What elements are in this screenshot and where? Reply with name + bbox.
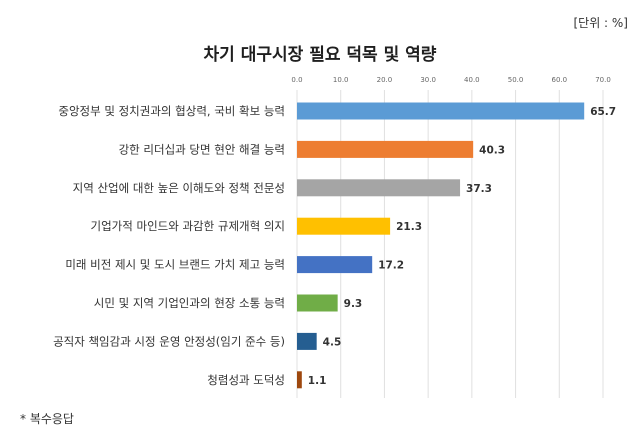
data-label: 21.3	[396, 221, 422, 233]
category-label: 공직자 책임감과 시정 운영 안정성(임기 준수 등)	[53, 334, 285, 348]
bar	[297, 256, 373, 274]
tick-label: 70.0	[595, 76, 611, 84]
category-label: 중앙정부 및 정치권과의 협상력, 국비 확보 능력	[58, 104, 285, 118]
category-label: 청렴성과 도덕성	[207, 373, 285, 387]
category-label: 미래 비전 제시 및 도시 브랜드 가치 제고 능력	[65, 258, 285, 272]
unit-label: [단위 : %]	[573, 16, 628, 30]
tick-label: 30.0	[420, 76, 436, 84]
category-label: 기업가적 마인드와 과감한 규제개혁 의지	[91, 219, 285, 233]
category-label: 시민 및 지역 기업인과의 현장 소통 능력	[94, 296, 285, 310]
tick-label: 50.0	[508, 76, 524, 84]
bar	[297, 179, 461, 197]
chart-title: 차기 대구시장 필요 덕목 및 역량	[203, 45, 437, 65]
category-label: 강한 리더십과 당면 현안 해결 능력	[119, 142, 285, 156]
footnote: * 복수응답	[20, 412, 74, 426]
data-label: 9.3	[344, 298, 363, 310]
bar	[297, 294, 338, 312]
data-label: 1.1	[308, 375, 327, 387]
bar	[297, 140, 474, 158]
tick-label: 20.0	[377, 76, 393, 84]
data-label: 40.3	[479, 144, 505, 156]
bar	[297, 332, 317, 350]
tick-label: 10.0	[333, 76, 349, 84]
bar	[297, 371, 302, 389]
tick-label: 0.0	[291, 76, 302, 84]
tick-label: 60.0	[551, 76, 567, 84]
tick-label: 40.0	[464, 76, 480, 84]
data-label: 4.5	[323, 336, 342, 348]
bar	[297, 217, 391, 235]
category-label: 지역 산업에 대한 높은 이해도와 정책 전문성	[73, 181, 285, 195]
bar	[297, 102, 585, 120]
data-label: 37.3	[466, 183, 492, 195]
data-label: 65.7	[590, 106, 616, 118]
data-label: 17.2	[378, 260, 404, 272]
